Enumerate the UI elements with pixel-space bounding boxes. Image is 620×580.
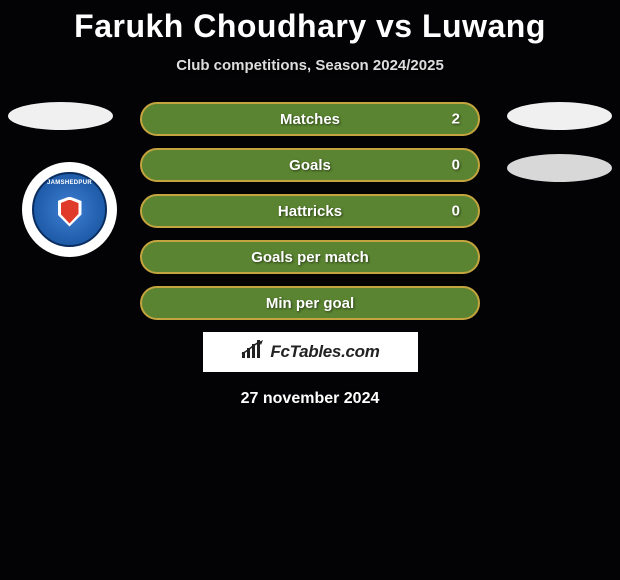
bar-min-per-goal: Min per goal <box>140 286 480 320</box>
left-player-slot <box>8 102 113 130</box>
right-player-slot-1 <box>507 102 612 130</box>
bar-goals-per-match: Goals per match <box>140 240 480 274</box>
comparison-content: JAMSHEDPUR Matches 2 Goals 0 Hattricks 0… <box>0 102 620 408</box>
bar-goals: Goals 0 <box>140 148 480 182</box>
footer-brand: FcTables.com <box>270 342 379 362</box>
bar-label: Goals <box>289 157 331 174</box>
footer-logo: FcTables.com <box>203 332 418 372</box>
stat-bars: Matches 2 Goals 0 Hattricks 0 Goals per … <box>140 102 480 320</box>
bar-label: Matches <box>280 111 340 128</box>
club-badge: JAMSHEDPUR <box>22 162 117 257</box>
club-shield-icon <box>58 197 82 227</box>
bar-matches: Matches 2 <box>140 102 480 136</box>
page-title: Farukh Choudhary vs Luwang <box>0 0 620 45</box>
bar-hattricks: Hattricks 0 <box>140 194 480 228</box>
right-player-slot-2 <box>507 154 612 182</box>
bar-value: 2 <box>452 111 460 128</box>
bar-value: 0 <box>452 203 460 220</box>
bar-value: 0 <box>452 157 460 174</box>
club-name: JAMSHEDPUR <box>47 180 92 186</box>
bar-chart-icon <box>240 340 266 365</box>
page-subtitle: Club competitions, Season 2024/2025 <box>0 57 620 74</box>
bar-label: Min per goal <box>266 295 354 312</box>
club-badge-inner: JAMSHEDPUR <box>32 172 107 247</box>
footer-date: 27 november 2024 <box>0 390 620 408</box>
bar-label: Goals per match <box>251 249 369 266</box>
bar-label: Hattricks <box>278 203 342 220</box>
